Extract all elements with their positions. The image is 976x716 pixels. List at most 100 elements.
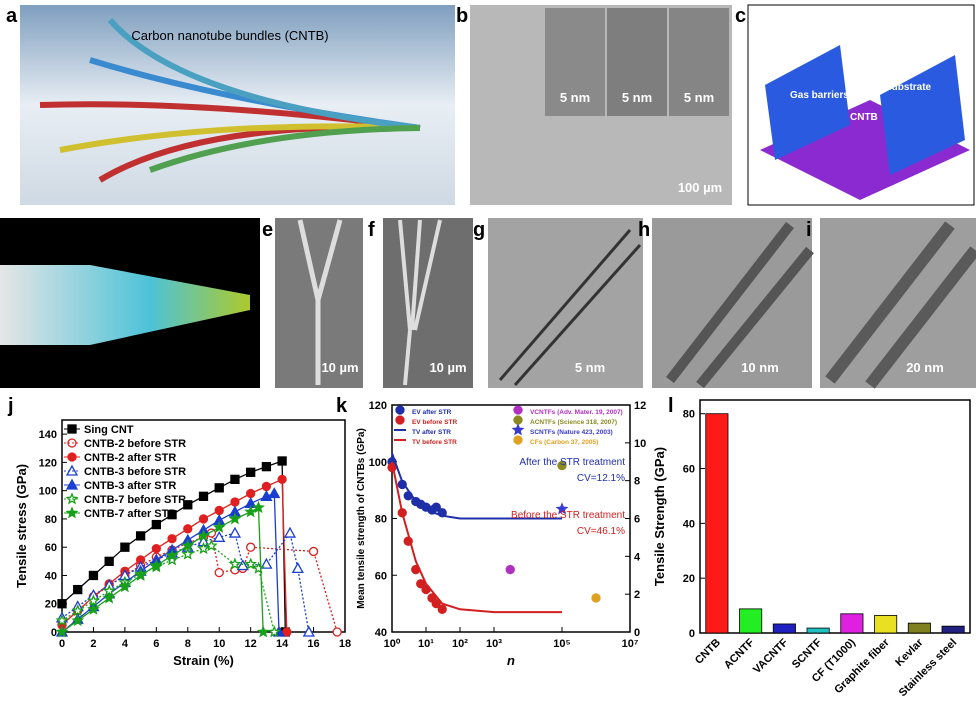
marker xyxy=(267,625,281,638)
y2-tick-label: 10 xyxy=(634,438,646,450)
panel-letter: f xyxy=(368,219,375,241)
marker xyxy=(151,519,161,530)
legend-label: TV before STR xyxy=(412,439,457,446)
inset xyxy=(607,8,667,116)
annotation: Before the STR treatment xyxy=(511,510,625,521)
legend-label: TV after STR xyxy=(412,429,451,436)
marker xyxy=(291,562,304,574)
scale-label: 10 µm xyxy=(321,360,358,375)
marker xyxy=(87,602,100,615)
panel-letter: h xyxy=(638,219,650,241)
marker xyxy=(395,405,405,415)
marker xyxy=(236,559,249,571)
barrier-art xyxy=(765,45,850,160)
marker xyxy=(214,483,224,493)
panel-letter: c xyxy=(735,5,746,27)
y-tick-label: 100 xyxy=(369,457,387,469)
marker xyxy=(256,625,270,638)
y-tick-label: 60 xyxy=(375,570,387,582)
marker xyxy=(197,529,210,542)
marker xyxy=(198,514,209,524)
marker xyxy=(591,593,601,603)
x-tick-label: 10² xyxy=(452,638,468,650)
x-tick-label: Stainless steel xyxy=(897,637,960,700)
panel-letter: j xyxy=(7,395,14,417)
scale-label: 5 nm xyxy=(684,90,714,105)
x-tick-label: 18 xyxy=(339,638,351,650)
plot-frame xyxy=(699,399,971,634)
marker xyxy=(505,564,515,575)
y-axis-label: Tensile stress (GPa) xyxy=(14,464,29,588)
y-tick-label: 0 xyxy=(689,628,695,640)
y-tick-label: 20 xyxy=(45,599,57,611)
panel-letter: l xyxy=(668,395,674,417)
y2-tick-label: 4 xyxy=(634,551,641,563)
marker xyxy=(55,625,69,638)
inset xyxy=(669,8,729,116)
image-caption: Carbon nanotube bundles (CNTB) xyxy=(131,28,328,43)
x-tick-label: 14 xyxy=(276,638,289,650)
legend-label: VCNTFs (Adv. Mater. 19, 2007) xyxy=(530,409,623,416)
marker xyxy=(167,534,177,544)
bar xyxy=(840,613,864,634)
scale-label: 10 nm xyxy=(741,360,779,375)
marker xyxy=(261,461,272,472)
y-tick-label: 60 xyxy=(45,542,57,554)
marker xyxy=(214,505,224,516)
x-tick-label: 10³ xyxy=(486,638,502,650)
fiber-art xyxy=(297,219,343,385)
x-tick-label: 10⁷ xyxy=(622,638,639,650)
marker xyxy=(230,497,240,507)
marker xyxy=(513,415,523,425)
tube-art xyxy=(39,18,421,183)
marker xyxy=(252,500,265,514)
x-tick-label: 10¹ xyxy=(418,638,434,650)
panel-letter: g xyxy=(473,219,485,241)
marker xyxy=(134,568,148,581)
bar xyxy=(705,413,729,634)
marker xyxy=(511,423,525,436)
legend-label: CNTB-2 before STR xyxy=(84,438,186,450)
image-f xyxy=(383,218,473,388)
bundle-art xyxy=(0,265,250,345)
x-axis-label: Strain (%) xyxy=(173,653,234,668)
x-tick-label: 8 xyxy=(185,638,191,650)
bar xyxy=(907,622,931,634)
bar xyxy=(941,625,965,634)
scale-label: 10 µm xyxy=(429,360,466,375)
y-tick-label: 40 xyxy=(375,627,387,639)
panel-letter: d xyxy=(6,219,18,241)
marker xyxy=(513,405,523,415)
annotation: After the STR treatment xyxy=(519,457,625,468)
bar xyxy=(739,608,763,634)
x-tick-label: 0 xyxy=(59,638,65,650)
legend-label: CNTB-2 after STR xyxy=(84,452,176,464)
marker xyxy=(431,502,441,512)
marker xyxy=(555,502,569,515)
marker xyxy=(416,579,426,589)
scale-label: 5 nm xyxy=(560,90,590,105)
series-line xyxy=(61,532,338,633)
marker xyxy=(88,570,99,581)
marker xyxy=(102,591,116,604)
marker xyxy=(135,531,146,541)
marker xyxy=(212,520,226,533)
y-tick-label: 0 xyxy=(51,627,57,639)
panel-letter: a xyxy=(6,5,18,27)
marker xyxy=(118,580,132,593)
marker xyxy=(104,556,114,566)
marker xyxy=(149,558,163,571)
image-caption: Gas barriers xyxy=(790,90,849,101)
x-tick-label: 10 xyxy=(213,638,225,650)
legend-label: SCNTFs (Nature 423, 2003) xyxy=(530,429,613,436)
y-tick-label: 40 xyxy=(683,518,695,530)
marker xyxy=(513,435,523,445)
y-tick-label: 40 xyxy=(45,570,57,582)
y2-tick-label: 8 xyxy=(634,476,640,488)
tube-wall xyxy=(498,229,642,386)
marker xyxy=(277,456,287,466)
marker xyxy=(181,547,195,560)
marker xyxy=(395,415,405,425)
